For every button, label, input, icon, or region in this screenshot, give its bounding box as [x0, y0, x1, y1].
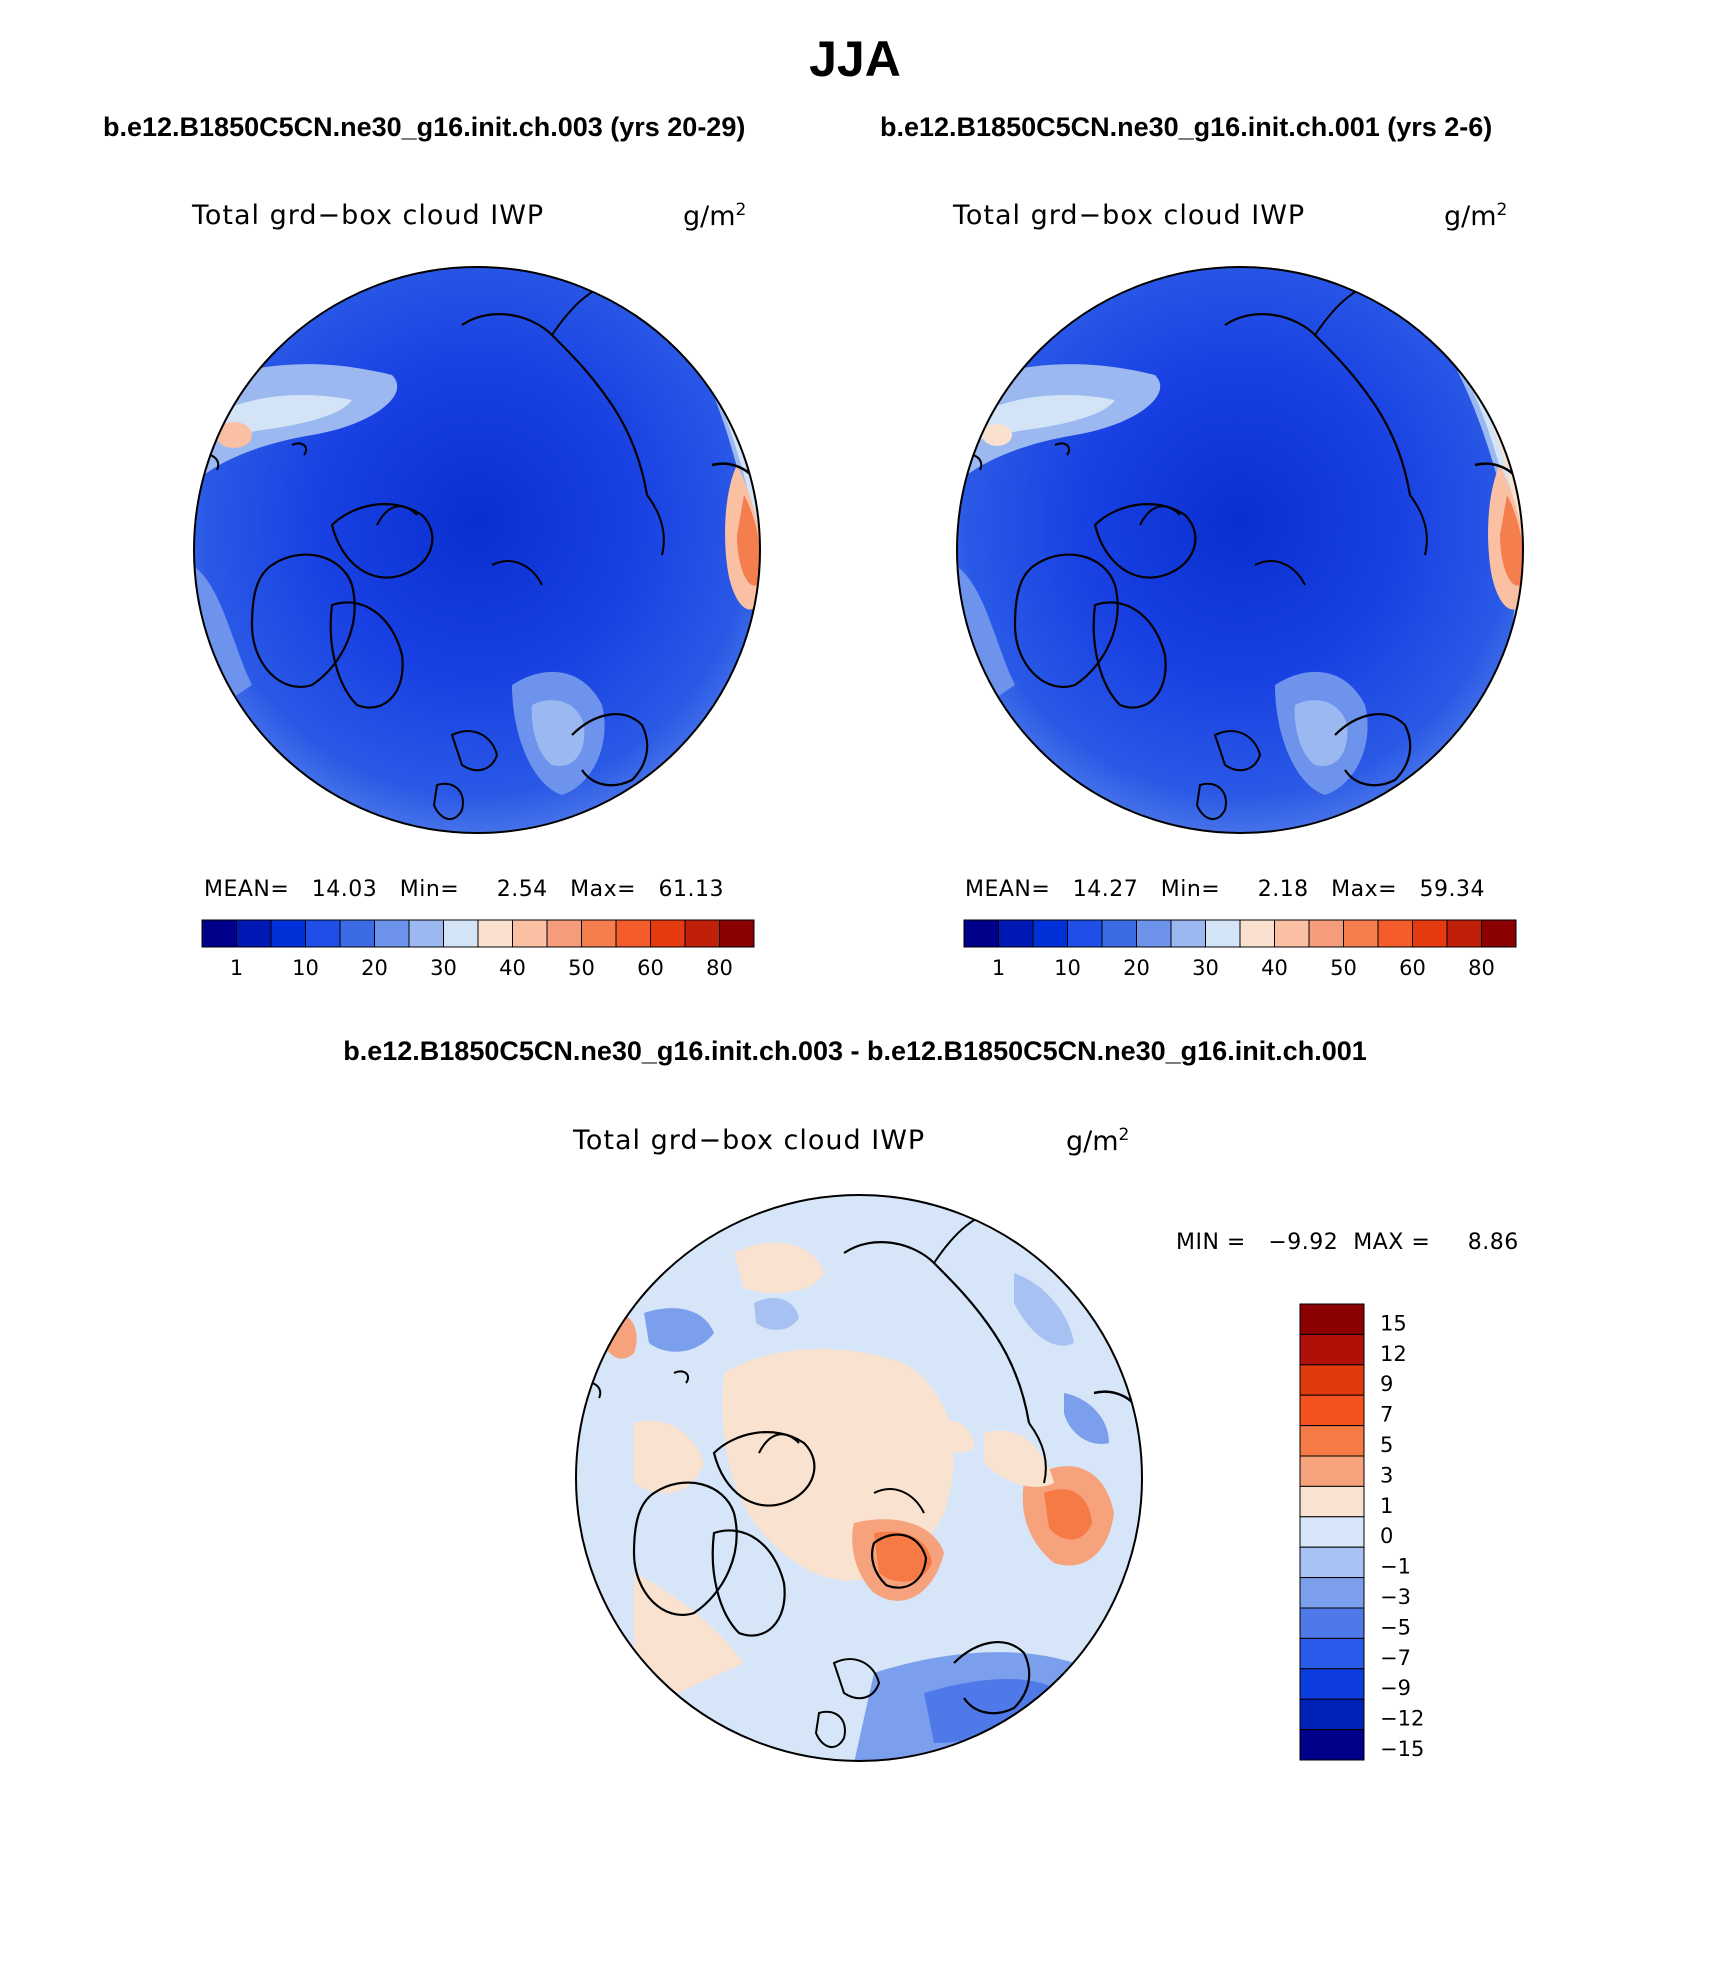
colorbar-label: 1 [1380, 1494, 1393, 1518]
colorbar-label: −5 [1380, 1615, 1411, 1639]
colorbar-box [1299, 1729, 1365, 1761]
colorbar-box [719, 919, 755, 948]
colorbar-box [1299, 1668, 1365, 1700]
colorbar-box [1205, 919, 1241, 948]
colorbar-label: 3 [1380, 1463, 1393, 1487]
colorbar-box [1136, 919, 1172, 948]
panel-left-case-title: b.e12.B1850C5CN.ne30_g16.init.ch.003 (yr… [103, 112, 746, 142]
colorbar-label: −1 [1380, 1555, 1411, 1579]
map-left [193, 266, 761, 834]
colorbar-box [236, 919, 272, 948]
colorbar-box [512, 919, 548, 948]
colorbar-box [1032, 919, 1068, 948]
colorbar-box [408, 919, 444, 948]
difference-variable: Total grd−box cloud IWP [573, 1125, 926, 1156]
colorbar-box [1299, 1485, 1365, 1518]
colorbar-box [305, 919, 341, 948]
panel-right-case-title: b.e12.B1850C5CN.ne30_g16.init.ch.001 (yr… [880, 112, 1493, 142]
colorbar-label: 40 [1261, 956, 1288, 980]
colorbar-label: 80 [1468, 956, 1495, 980]
colorbar-box [270, 919, 306, 948]
colorbar-box [963, 919, 999, 948]
colorbar-box [1239, 919, 1275, 948]
colorbar-box [1299, 1698, 1365, 1731]
colorbar-box [1101, 919, 1137, 948]
colorbar-label: 1 [992, 956, 1005, 980]
colorbar-label: 20 [1123, 956, 1150, 980]
colorbar-label: 30 [430, 956, 457, 980]
colorbar-label: 30 [1192, 956, 1219, 980]
colorbar-box [998, 919, 1034, 948]
colorbar-box [1299, 1455, 1365, 1487]
colorbar-box [615, 919, 651, 948]
colorbar-right: 1 10 20 30 40 50 60 80 [963, 919, 1517, 980]
colorbar-label: 15 [1380, 1311, 1407, 1335]
colorbar-box [650, 919, 686, 948]
colorbar-label: 50 [1330, 956, 1357, 980]
colorbar-box [1308, 919, 1344, 948]
panel-right-stats: MEAN= 14.27 Min= 2.18 Max= 59.34 [965, 877, 1486, 902]
colorbar-label: 60 [1399, 956, 1426, 980]
colorbar-box [1377, 919, 1413, 948]
colorbar-label: 5 [1380, 1433, 1393, 1457]
colorbar-box [546, 919, 582, 948]
colorbar-box [339, 919, 375, 948]
colorbar-label: −9 [1380, 1676, 1411, 1700]
colorbar-box [1299, 1333, 1365, 1366]
colorbar-label: 0 [1380, 1524, 1393, 1548]
map-right [956, 266, 1524, 834]
panel-right-units: g/m2 [1444, 200, 1508, 232]
colorbar-label: 50 [568, 956, 595, 980]
colorbar-box [1299, 1425, 1365, 1457]
colorbar-box [201, 919, 237, 948]
map-difference [575, 1194, 1143, 1762]
colorbar-box [684, 919, 720, 948]
colorbar-label: 12 [1380, 1342, 1407, 1366]
colorbar-box [1067, 919, 1103, 948]
colorbar-box [443, 919, 479, 948]
colorbar-box [1299, 1637, 1365, 1670]
colorbar-box [1299, 1364, 1365, 1396]
colorbar-box [1299, 1516, 1365, 1548]
difference-title: b.e12.B1850C5CN.ne30_g16.init.ch.003 - b… [343, 1036, 1367, 1066]
colorbar-label: −12 [1380, 1707, 1424, 1731]
panel-left-stats: MEAN= 14.03 Min= 2.54 Max= 61.13 [204, 877, 725, 902]
panel-right-variable: Total grd−box cloud IWP [953, 200, 1306, 231]
colorbar-box [1299, 1607, 1365, 1639]
colorbar-box [581, 919, 617, 948]
colorbar-box [1299, 1577, 1365, 1609]
colorbar-label: 7 [1380, 1403, 1393, 1427]
colorbar-box [1481, 919, 1517, 948]
panel-left-units: g/m2 [683, 200, 747, 232]
colorbar-label: −7 [1380, 1646, 1411, 1670]
colorbar-box [374, 919, 410, 948]
colorbar-label: 80 [706, 956, 733, 980]
colorbar-left: 1 10 20 30 40 50 60 80 [201, 919, 755, 980]
colorbar-label: 9 [1380, 1372, 1393, 1396]
colorbar-label: 1 [230, 956, 243, 980]
difference-units: g/m2 [1066, 1125, 1130, 1157]
colorbar-label: −15 [1380, 1737, 1424, 1761]
colorbar-box [477, 919, 513, 948]
colorbar-box [1412, 919, 1448, 948]
colorbar-box [1343, 919, 1379, 948]
difference-stats: MIN = −9.92 MAX = 8.86 [1176, 1230, 1519, 1255]
colorbar-box [1299, 1394, 1365, 1427]
colorbar-box [1446, 919, 1482, 948]
colorbar-box [1299, 1303, 1365, 1335]
colorbar-label: 10 [292, 956, 319, 980]
colorbar-label: 20 [361, 956, 388, 980]
colorbar-box [1274, 919, 1310, 948]
colorbar-box [1170, 919, 1206, 948]
colorbar-box [1299, 1546, 1365, 1579]
colorbar-label: 60 [637, 956, 664, 980]
colorbar-label: 40 [499, 956, 526, 980]
colorbar-difference: 15 12 9 7 5 3 1 0 −1 −3 −5 −7 −9 −12 −15 [1299, 1303, 1424, 1761]
figure-title: JJA [809, 31, 901, 87]
colorbar-label: 10 [1054, 956, 1081, 980]
panel-left-variable: Total grd−box cloud IWP [192, 200, 545, 231]
colorbar-label: −3 [1380, 1585, 1411, 1609]
